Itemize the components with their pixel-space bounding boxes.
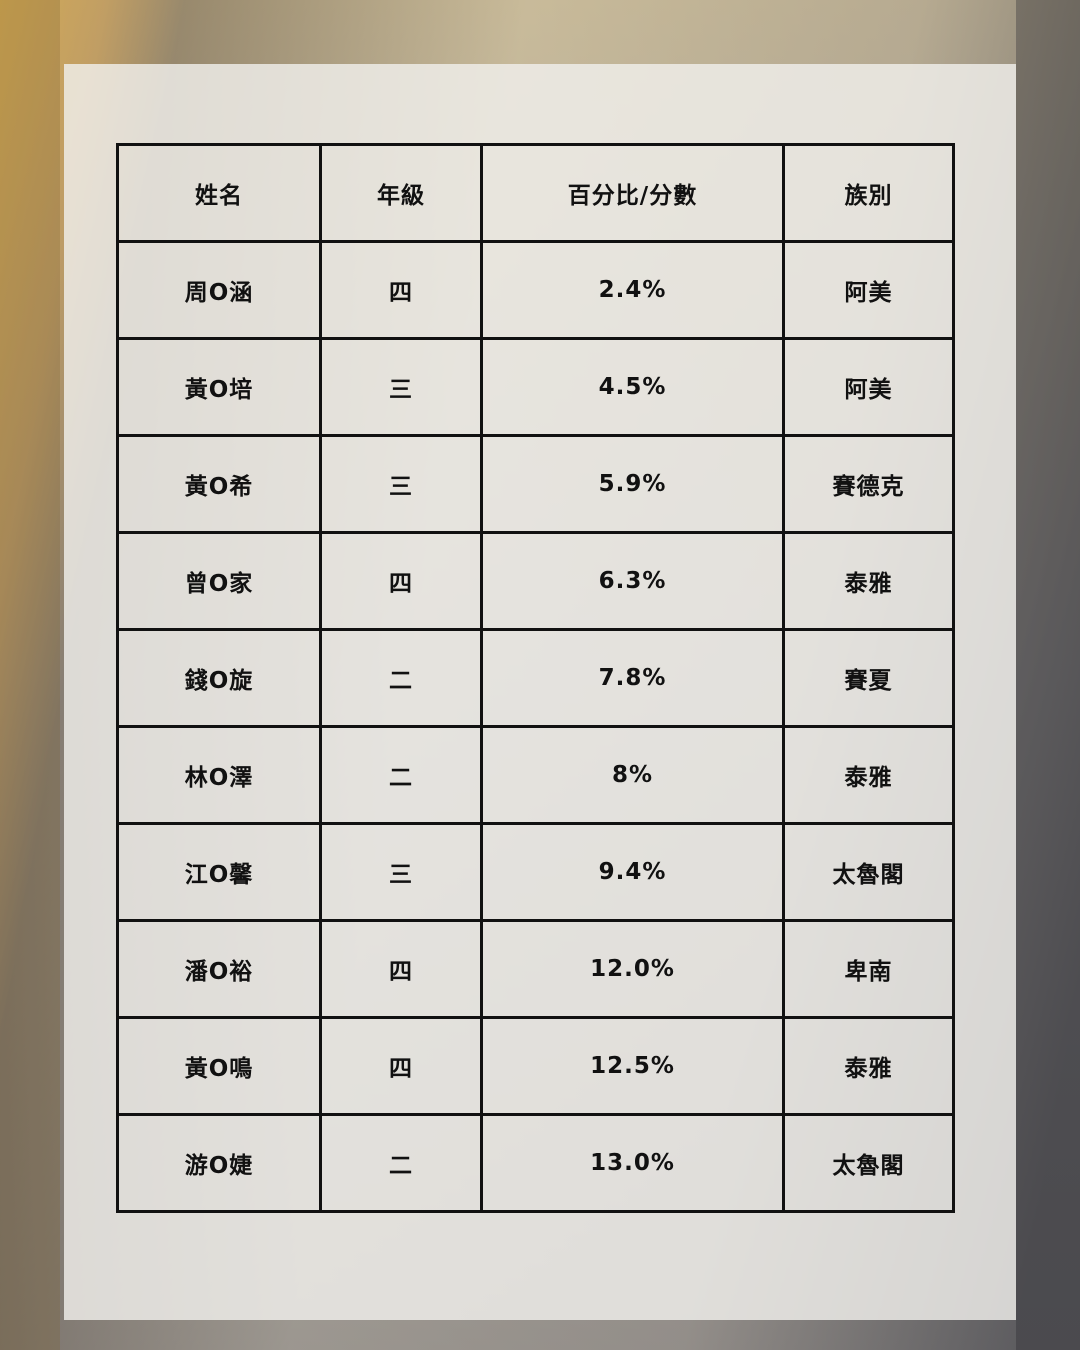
header-tribe: 族別 (782, 143, 955, 243)
cell-percentage: 6.3% (480, 531, 785, 631)
cell-grade: 三 (319, 434, 483, 534)
cell-grade: 四 (319, 531, 483, 631)
table-row: 林O澤二 8% 泰雅 (116, 725, 955, 825)
cell-tribe: 太魯閣 (782, 1113, 955, 1213)
table-row: 潘O裕四 12.0% 卑南 (116, 919, 955, 1019)
cell-name: 江O馨 (116, 822, 322, 922)
cell-tribe: 卑南 (782, 919, 955, 1019)
cell-tribe: 泰雅 (782, 725, 955, 825)
cell-grade: 四 (319, 919, 483, 1019)
cell-name: 潘O裕 (116, 919, 322, 1019)
header-percentage: 百分比/分數 (480, 143, 785, 243)
cell-grade: 二 (319, 725, 483, 825)
table-row: 江O馨三 9.4% 太魯閣 (116, 822, 955, 922)
cell-grade: 三 (319, 822, 483, 922)
cell-percentage: 4.5% (480, 337, 785, 437)
cell-tribe: 太魯閣 (782, 822, 955, 922)
cell-name: 黃O鳴 (116, 1016, 322, 1116)
cell-percentage: 7.8% (480, 628, 785, 728)
cell-tribe: 賽德克 (782, 434, 955, 534)
table-row: 曾O家四 6.3% 泰雅 (116, 531, 955, 631)
student-table: 姓名 年級 百分比/分數 族別 周O涵四 2.4% 阿美 黃O培三 4.5% 阿美 黃O希三 5.9%… (116, 143, 955, 1213)
cell-percentage: 2.4% (480, 240, 785, 340)
cell-name: 錢O旋 (116, 628, 322, 728)
header-row: 姓名 年級 百分比/分數 族別 (116, 143, 955, 243)
table-row: 周O涵四 2.4% 阿美 (116, 240, 955, 340)
cell-percentage: 8% (480, 725, 785, 825)
cell-name: 游O婕 (116, 1113, 322, 1213)
cell-tribe: 賽夏 (782, 628, 955, 728)
cell-grade: 三 (319, 337, 483, 437)
cell-tribe: 泰雅 (782, 1016, 955, 1116)
cell-grade: 二 (319, 628, 483, 728)
cell-name: 黃O希 (116, 434, 322, 534)
cell-tribe: 阿美 (782, 240, 955, 340)
cell-name: 黃O培 (116, 337, 322, 437)
background-photo-shadow (1016, 0, 1080, 1350)
background-photo-shadow (0, 0, 60, 1350)
table-row: 黃O培三 4.5% 阿美 (116, 337, 955, 437)
cell-name: 曾O家 (116, 531, 322, 631)
header-grade: 年級 (319, 143, 483, 243)
cell-name: 周O涵 (116, 240, 322, 340)
cell-grade: 二 (319, 1113, 483, 1213)
cell-percentage: 12.0% (480, 919, 785, 1019)
cell-percentage: 12.5% (480, 1016, 785, 1116)
cell-grade: 四 (319, 240, 483, 340)
header-name: 姓名 (116, 143, 322, 243)
table-row: 游O婕二 13.0% 太魯閣 (116, 1113, 955, 1213)
cell-name: 林O澤 (116, 725, 322, 825)
cell-tribe: 阿美 (782, 337, 955, 437)
cell-percentage: 5.9% (480, 434, 785, 534)
table-row: 錢O旋二 7.8% 賽夏 (116, 628, 955, 728)
cell-grade: 四 (319, 1016, 483, 1116)
table-row: 黃O希三 5.9% 賽德克 (116, 434, 955, 534)
cell-percentage: 13.0% (480, 1113, 785, 1213)
table-row: 黃O鳴四 12.5% 泰雅 (116, 1016, 955, 1116)
cell-tribe: 泰雅 (782, 531, 955, 631)
cell-percentage: 9.4% (480, 822, 785, 922)
